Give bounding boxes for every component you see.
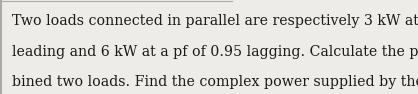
Text: bined two loads. Find the complex power supplied by the source.: bined two loads. Find the complex power …: [13, 75, 418, 89]
Text: Two loads connected in parallel are respectively 3 kW at a pf of 0.75: Two loads connected in parallel are resp…: [13, 14, 418, 28]
Text: leading and 6 kW at a pf of 0.95 lagging. Calculate the pf of the com: leading and 6 kW at a pf of 0.95 lagging…: [13, 45, 418, 59]
